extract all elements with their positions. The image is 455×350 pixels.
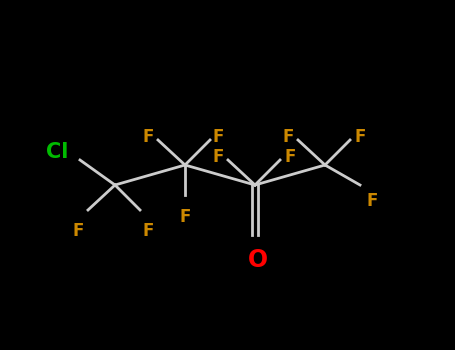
Text: F: F (179, 208, 191, 226)
Text: F: F (142, 128, 154, 146)
Text: F: F (212, 148, 224, 166)
Text: F: F (366, 192, 378, 210)
Text: F: F (72, 222, 84, 240)
Text: F: F (354, 128, 366, 146)
Text: Cl: Cl (46, 142, 68, 162)
Text: F: F (282, 128, 293, 146)
Text: F: F (284, 148, 296, 166)
Text: O: O (248, 248, 268, 272)
Text: F: F (142, 222, 154, 240)
Text: F: F (212, 128, 224, 146)
